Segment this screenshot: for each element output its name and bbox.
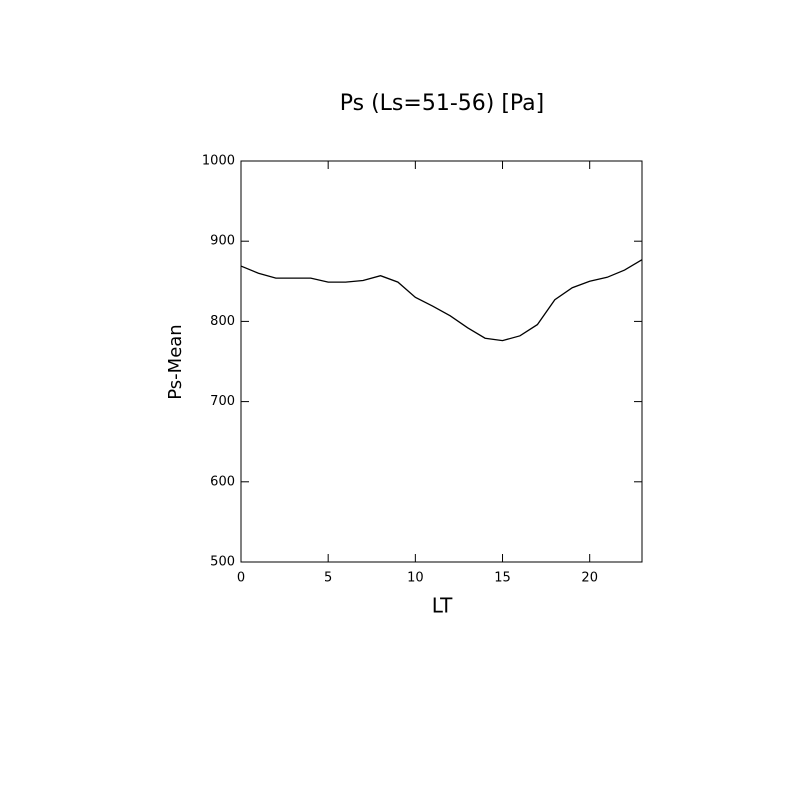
y-tick-label: 700 xyxy=(210,394,235,409)
x-axis-label: LT xyxy=(432,594,453,618)
x-tick-label: 15 xyxy=(494,571,511,586)
y-tick-label: 600 xyxy=(210,474,235,489)
y-tick-label: 900 xyxy=(210,234,235,249)
x-tick-label: 0 xyxy=(237,571,245,586)
data-line xyxy=(240,259,643,342)
x-tick-label: 20 xyxy=(581,571,598,586)
y-axis-label: Ps-Mean xyxy=(165,324,186,399)
y-tick-label: 800 xyxy=(210,314,235,329)
y-tick-label: 500 xyxy=(210,555,235,570)
x-tick-label: 5 xyxy=(324,571,332,586)
chart-title: Ps (Ls=51-56) [Pa] xyxy=(340,91,545,116)
x-tick-label: 10 xyxy=(407,571,424,586)
plot-frame xyxy=(240,160,643,563)
y-tick-label: 1000 xyxy=(202,154,235,169)
